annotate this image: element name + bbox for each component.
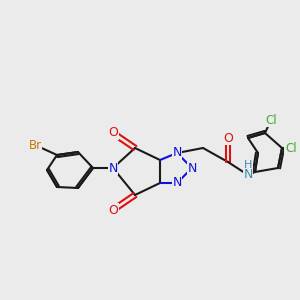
Text: Cl: Cl [265, 113, 277, 127]
Text: N: N [243, 169, 253, 182]
Text: Br: Br [28, 139, 42, 152]
Text: Cl: Cl [285, 142, 297, 154]
Text: N: N [172, 176, 182, 190]
Text: O: O [223, 131, 233, 145]
Text: N: N [172, 146, 182, 160]
Text: H: H [244, 160, 252, 170]
Text: O: O [108, 203, 118, 217]
Text: N: N [187, 161, 197, 175]
Text: N: N [108, 161, 118, 175]
Text: O: O [108, 127, 118, 140]
